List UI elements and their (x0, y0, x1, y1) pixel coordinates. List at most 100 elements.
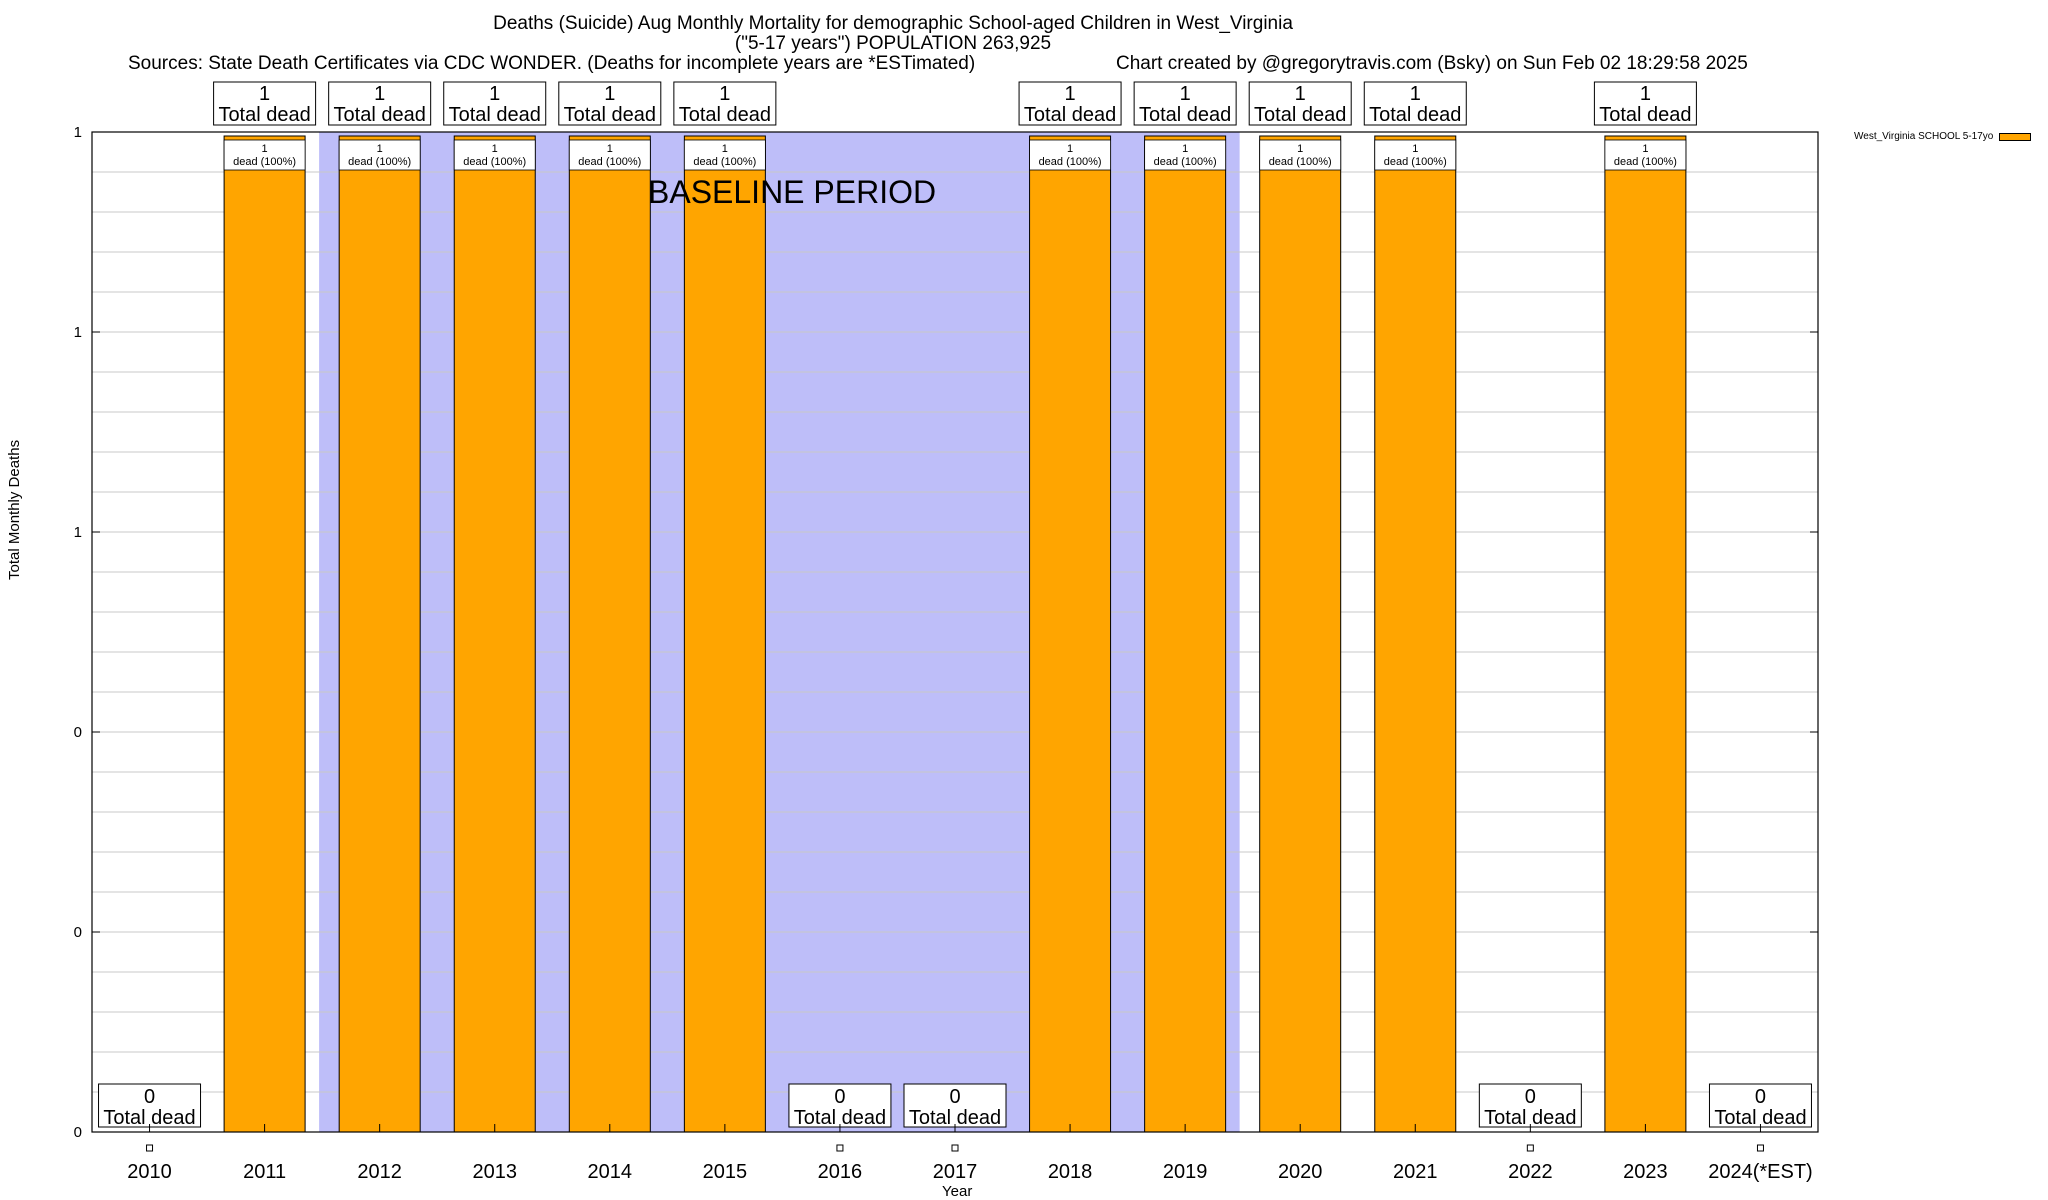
x-tick-label: 2018 (1048, 1161, 1093, 1183)
bar (1374, 135, 1457, 1133)
chart-sources: Sources: State Death Certificates via CD… (128, 53, 976, 74)
total-label-count: 1 (1640, 83, 1651, 105)
bar-label-count: 1 (1297, 143, 1303, 155)
total-label-count: 0 (144, 1086, 155, 1108)
total-label-box (1363, 81, 1467, 126)
baseline-label: BASELINE PERIOD (648, 174, 936, 210)
bar-label-box (223, 139, 306, 171)
bar-label-box (1604, 139, 1687, 171)
bar (683, 135, 766, 1133)
total-label-box (788, 1083, 892, 1128)
total-label-text: Total dead (103, 1107, 195, 1129)
y-tick-label: 1 (74, 124, 82, 141)
bar-label-count: 1 (1642, 143, 1648, 155)
total-label-text: Total dead (794, 1107, 886, 1129)
total-label-count: 1 (1065, 83, 1076, 105)
x-tick-label: 2022 (1508, 1161, 1553, 1183)
total-label-count: 0 (949, 1086, 960, 1108)
total-label-text: Total dead (1024, 104, 1116, 126)
bar-label-count: 1 (377, 143, 383, 155)
total-label-count: 1 (374, 83, 385, 105)
x-tick-label: 2015 (703, 1161, 748, 1183)
legend-label: West_Virginia SCHOOL 5-17yo (1854, 131, 1994, 142)
bar (223, 135, 306, 1133)
y-tick-label: 0 (74, 924, 82, 941)
bar-label-percent: dead (100%) (1384, 156, 1447, 168)
total-label-box (558, 81, 662, 126)
bar (1604, 135, 1687, 1133)
total-label-box (98, 1083, 202, 1128)
bar-label-count: 1 (1182, 143, 1188, 155)
total-label-text: Total dead (1139, 104, 1231, 126)
bar (338, 135, 421, 1133)
bar-label-percent: dead (100%) (1154, 156, 1217, 168)
bar (1144, 135, 1227, 1133)
total-label-box (903, 1083, 1007, 1128)
total-label-count: 0 (1755, 1086, 1766, 1108)
total-label-box (1248, 81, 1352, 126)
bar-label-box (683, 139, 766, 171)
x-tick-label: 2010 (127, 1161, 172, 1183)
total-label-text: Total dead (909, 1107, 1001, 1129)
plot-frame (91, 131, 1819, 1133)
y-tick-label: 1 (74, 524, 82, 541)
total-label-count: 1 (604, 83, 615, 105)
x-tick-label: 2014 (588, 1161, 633, 1183)
bar-label-box (338, 139, 421, 171)
total-label-text: Total dead (334, 104, 426, 126)
bar-label-percent: dead (100%) (1269, 156, 1332, 168)
bar-label-percent: dead (100%) (463, 156, 526, 168)
total-label-text: Total dead (1484, 1107, 1576, 1129)
total-label-box (1018, 81, 1122, 126)
total-label-text: Total dead (1254, 104, 1346, 126)
x-tick-label: 2016 (818, 1161, 863, 1183)
y-tick-label: 0 (74, 1124, 82, 1141)
total-label-text: Total dead (218, 104, 310, 126)
chart-title: Deaths (Suicide) Aug Monthly Mortality f… (493, 13, 1293, 34)
total-label-text: Total dead (449, 104, 541, 126)
zero-marker (951, 1144, 959, 1152)
total-label-box (1133, 81, 1237, 126)
chart-subtitle: ("5-17 years") POPULATION 263,925 (734, 33, 1052, 54)
bar (568, 135, 651, 1133)
x-tick-label: 2021 (1393, 1161, 1438, 1183)
bar-label-box (453, 139, 536, 171)
y-tick-label: 1 (74, 324, 82, 341)
total-label-box (443, 81, 547, 126)
total-label-count: 1 (1180, 83, 1191, 105)
bar-label-percent: dead (100%) (348, 156, 411, 168)
total-label-text: Total dead (679, 104, 771, 126)
total-label-box (213, 81, 317, 126)
total-label-count: 1 (1410, 83, 1421, 105)
bar-label-box (568, 139, 651, 171)
bar-label-percent: dead (100%) (1039, 156, 1102, 168)
x-tick-label: 2020 (1278, 1161, 1323, 1183)
bar-label-box (1374, 139, 1457, 171)
total-label-count: 1 (259, 83, 270, 105)
total-label-box (1708, 1083, 1812, 1128)
bar (1029, 135, 1112, 1133)
zero-marker (1526, 1144, 1534, 1152)
total-label-text: Total dead (1714, 1107, 1806, 1129)
bar-label-box (1029, 139, 1111, 171)
bar-label-percent: dead (100%) (233, 156, 296, 168)
total-label-box (328, 81, 432, 126)
bar (453, 135, 536, 1133)
y-tick-label: 0 (74, 724, 82, 741)
total-label-count: 1 (1295, 83, 1306, 105)
legend: West_Virginia SCHOOL 5-17yo (1854, 131, 2032, 142)
bar-label-count: 1 (1067, 143, 1073, 155)
bar-label-count: 1 (1412, 143, 1418, 155)
x-tick-label: 2024(*EST) (1708, 1161, 1813, 1183)
zero-marker (1756, 1144, 1764, 1152)
chart-credit: Chart created by @gregorytravis.com (Bsk… (1116, 53, 1748, 74)
bar-label-percent: dead (100%) (578, 156, 641, 168)
x-tick-label: 2011 (243, 1161, 286, 1183)
x-tick-label: 2017 (933, 1161, 978, 1183)
bar-label-box (1144, 139, 1227, 171)
total-label-text: Total dead (1369, 104, 1461, 126)
bar-label-percent: dead (100%) (693, 156, 756, 168)
bar-label-count: 1 (722, 143, 728, 155)
bar-label-percent: dead (100%) (1614, 156, 1677, 168)
